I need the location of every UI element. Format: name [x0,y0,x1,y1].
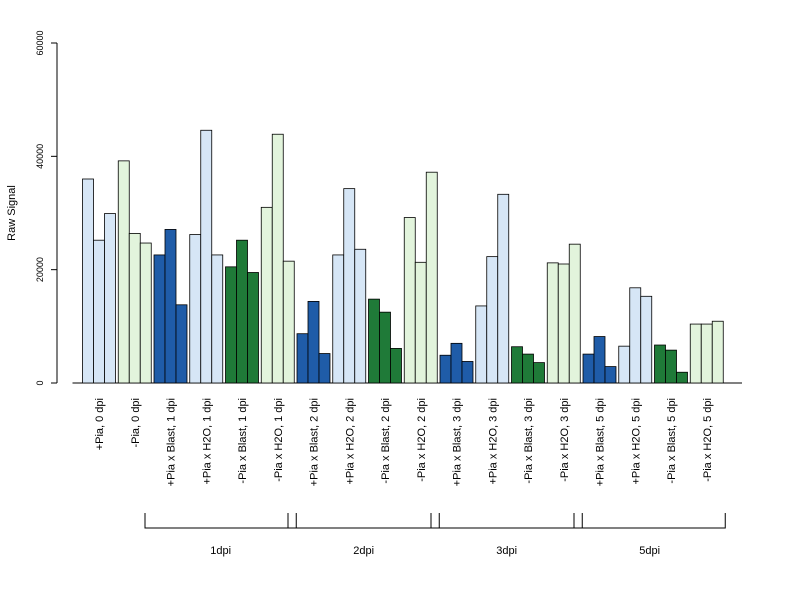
bar [368,298,380,384]
group-label: 2dpi [353,545,374,557]
group-bracket [573,513,726,529]
bar [450,342,463,384]
bar [593,336,606,384]
y-tick-label: 60000 [35,30,45,55]
x-category-label: -Pia x H2O, 3 dpi [559,398,571,482]
bar [676,371,688,384]
bar [225,266,237,384]
x-category-label: +Pia x H2O, 2 dpi [344,398,356,485]
x-category-label: -Pia x Blast, 3 dpi [523,398,535,484]
x-category-label: +Pia, 0 dpi [94,398,106,450]
bar [557,263,570,384]
bar [236,239,248,384]
bar [390,348,402,384]
x-category-label: +Pia x H2O, 5 dpi [630,398,642,485]
x-category-label: +Pia x Blast, 1 dpi [166,398,178,486]
bar [164,229,177,384]
bar [654,344,666,384]
x-category-label: -Pia x Blast, 1 dpi [237,398,249,484]
bar [153,254,166,384]
bar [497,193,510,384]
bar [260,206,273,384]
x-category-label: +Pia x Blast, 5 dpi [595,398,607,486]
bar [139,242,152,384]
bar [332,254,345,384]
group-label: 1dpi [210,545,231,557]
group-bracket [287,513,440,529]
bar [343,188,356,384]
bar [604,366,617,384]
bar [247,272,259,384]
x-category-label: +Pia x H2O, 1 dpi [201,398,213,485]
bar [439,354,452,384]
bar [522,353,534,384]
y-axis-title: Raw Signal [6,185,18,241]
bar [711,320,724,384]
bar [461,361,474,384]
bar [475,305,488,384]
bar [486,256,499,384]
y-tick-label: 20000 [35,257,45,282]
group-bracket [144,513,297,529]
y-tick-label: 0 [35,380,45,385]
bar [640,295,653,384]
bar [200,129,213,384]
bar [211,254,224,384]
y-tick-label: 40000 [35,144,45,169]
bar [618,345,631,384]
bar [568,243,581,384]
x-category-label: -Pia x Blast, 2 dpi [380,398,392,484]
bar [271,133,284,384]
x-category-label: -Pia x H2O, 5 dpi [702,398,714,482]
bar [104,213,116,384]
bar [582,353,595,384]
bar [700,323,713,384]
bar [425,171,438,384]
x-category-label: -Pia x Blast, 5 dpi [666,398,678,484]
x-category-label: -Pia x H2O, 2 dpi [416,398,428,482]
group-label: 5dpi [639,545,660,557]
bar [282,260,295,384]
bar [307,300,320,384]
group-label: 3dpi [496,545,517,557]
bar [511,346,523,384]
x-category-label: -Pia, 0 dpi [130,398,142,448]
bar [665,349,677,384]
bar [296,333,309,384]
x-category-label: +Pia x Blast, 2 dpi [309,398,321,486]
x-category-label: -Pia x H2O, 1 dpi [273,398,285,482]
bar [82,178,94,384]
bar [403,217,416,384]
bar [629,287,642,384]
x-category-label: +Pia x H2O, 3 dpi [487,398,499,485]
bar [533,362,545,384]
bar [354,248,367,384]
x-category-label: +Pia x Blast, 3 dpi [452,398,464,486]
bar [546,262,559,384]
bar [379,311,391,384]
bar [189,234,202,384]
bar [93,239,105,384]
bar [414,261,427,384]
bar [117,160,130,384]
bar [175,304,188,384]
bar [689,323,702,384]
bar [128,232,141,384]
group-bracket [430,513,583,529]
bar [318,353,331,384]
